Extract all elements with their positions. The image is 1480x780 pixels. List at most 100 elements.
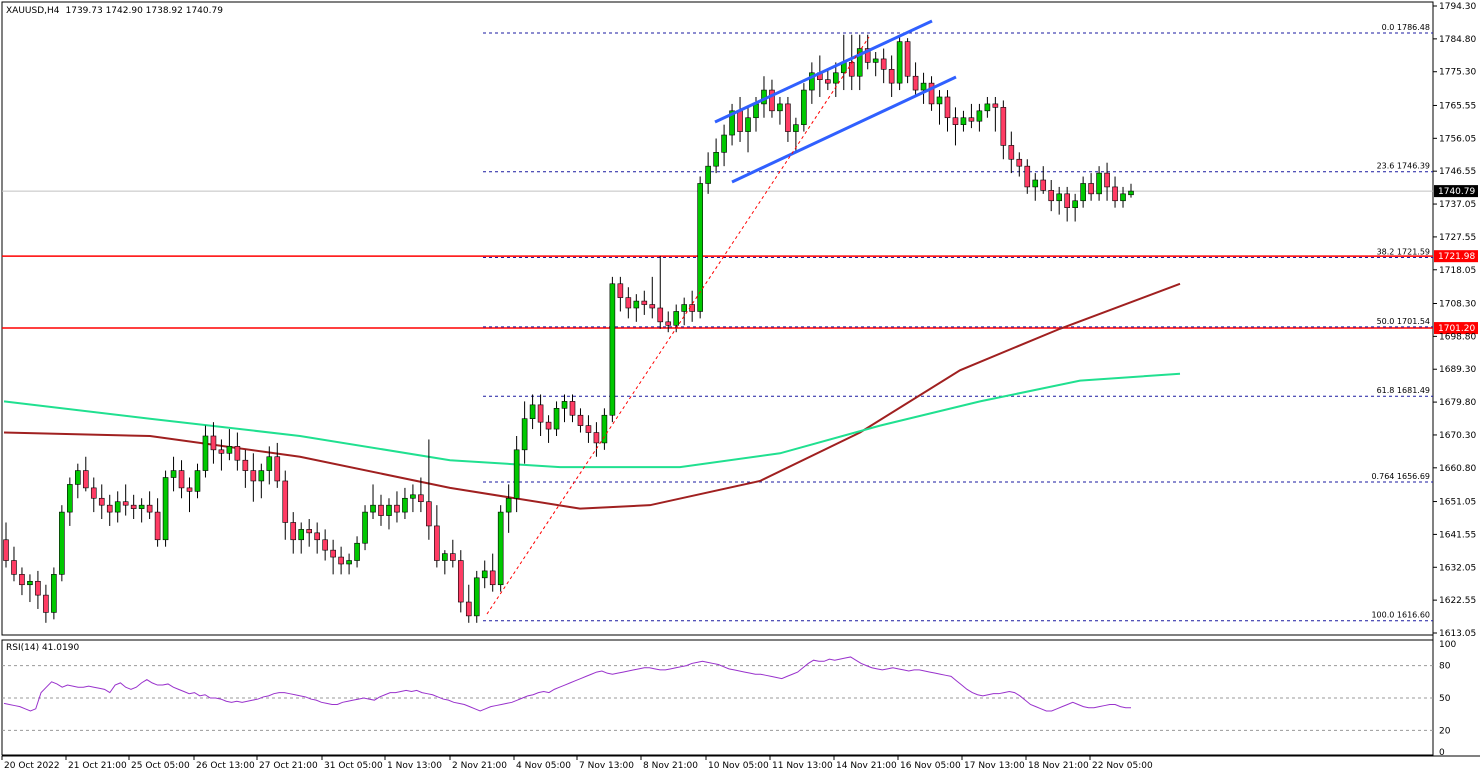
main-pane-frame [1,1,1434,636]
candle-bearish [210,422,217,464]
candle-body [593,432,600,444]
candle-body [801,89,807,125]
candle-bearish [888,55,895,97]
price-tick-label: 1727.55 [1439,233,1476,243]
price-tick-label: 1651.05 [1439,498,1476,508]
candle-bullish [170,456,177,492]
time-tick-label: 27 Oct 21:00 [259,761,318,771]
time-tick-label: 2 Nov 21:00 [452,761,507,771]
candle-bearish [944,90,951,132]
candle-body [82,470,89,489]
candle-body [657,307,664,323]
candle-body [457,560,464,603]
candle-bearish [378,494,384,526]
candle-body [904,41,911,77]
price-tick-label: 1641.55 [1439,530,1476,540]
candle-body [1128,190,1134,196]
fibonacci-trend-line[interactable] [486,36,870,615]
level-price-label: 1701.20 [1438,324,1475,334]
candle-bullish [362,505,368,551]
candle-body [673,311,680,326]
time-tick-label: 31 Oct 05:00 [324,761,383,771]
fibonacci-level-label: 23.6 1746.39 [1377,162,1430,171]
rsi-label: RSI(14) 41.0190 [6,643,79,653]
candle-bearish [1064,186,1070,222]
candle-body [130,504,137,509]
candle-bullish [1128,183,1134,198]
fibonacci-level-label: 61.8 1681.49 [1377,386,1430,395]
candle-bullish [226,429,233,461]
candle-bearish [82,456,89,492]
candle-bearish [769,79,775,118]
candle-body [402,497,408,513]
candle-bullish [194,463,201,499]
candle-body [785,103,791,132]
candle-bullish [266,446,273,485]
fibonacci-level-label: 50.0 1701.54 [1377,317,1430,326]
price-tick-label: 1746.55 [1439,167,1476,177]
candle-bullish [346,553,352,575]
drawing-tools[interactable] [486,19,957,615]
rsi-axis-label: 20 [1439,726,1451,736]
candle-body [306,529,312,534]
candle-body [27,580,33,586]
candle-bearish [904,38,911,84]
candle-body [298,529,305,541]
candle-body [617,283,624,298]
candle-bearish [186,477,193,513]
candle-bullish [75,463,81,499]
candle-body [976,110,983,122]
candle-body [825,79,831,84]
price-tick-label: 1775.30 [1439,68,1476,78]
candle-body [944,96,951,119]
candle-bullish [896,34,903,91]
candle-bullish [162,470,169,547]
candle-bullish [705,152,711,194]
candle-bearish [90,477,97,513]
candle-body [386,504,392,516]
candle-body [146,504,153,513]
candle-bearish [577,408,584,433]
candle-body [1040,179,1047,191]
candle-body [952,117,959,125]
candle-body [442,553,448,561]
channel-upper-line[interactable] [714,19,933,124]
candle-body [450,553,456,561]
candle-bullish [442,550,448,575]
candle-body [426,501,432,527]
candle-bullish [745,107,751,153]
candle-body [473,577,480,617]
candle-body [896,41,903,84]
candle-body [681,304,687,312]
candle-body [689,304,695,312]
candle-bullish [402,487,408,520]
candle-bearish [43,584,49,623]
candle-bearish [1016,152,1023,177]
candle-bearish [649,276,656,319]
candle-body [218,449,225,454]
channel-lower-line[interactable] [731,75,957,184]
candle-bullish [697,176,703,319]
candle-body [577,414,584,426]
candle-body [665,321,672,326]
candle-body [410,494,416,499]
candle-bullish [984,96,991,118]
candle-body [1016,158,1023,167]
candle-bearish [1104,162,1110,201]
candle-body [162,477,169,541]
candle-bullish [872,52,879,77]
candle-bullish [561,394,568,423]
candle-body [59,511,65,575]
candle-body [641,300,648,305]
time-tick-label: 11 Nov 13:00 [772,761,833,771]
candle-bearish [282,470,289,540]
candle-body [848,62,855,77]
rsi-axis-label: 80 [1439,662,1451,672]
candle-bullish [1080,176,1086,208]
candle-bullish [721,124,727,167]
candle-body [601,414,608,444]
candle-bullish [601,408,608,450]
price-tick-label: 1708.30 [1439,300,1476,310]
